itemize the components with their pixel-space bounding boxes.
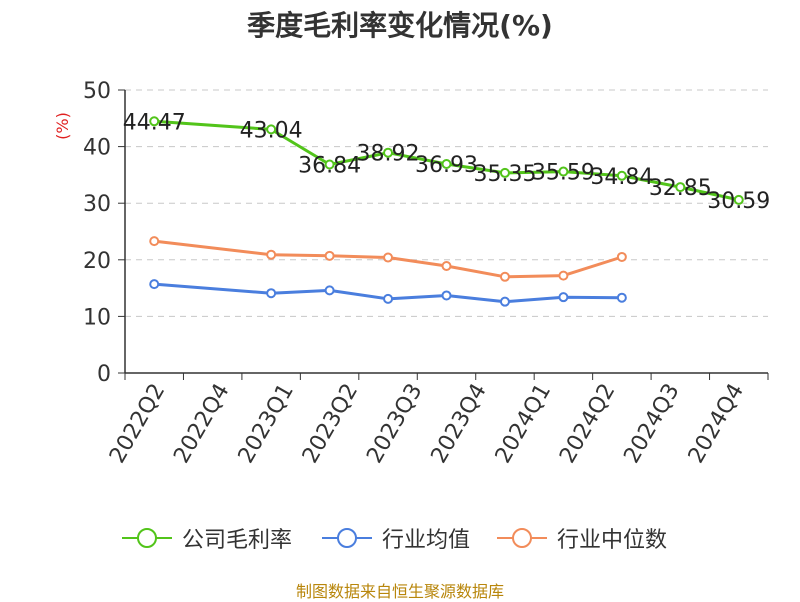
- data-point[interactable]: [558, 292, 569, 303]
- data-point[interactable]: [616, 251, 627, 262]
- data-point[interactable]: [383, 252, 394, 263]
- x-tick-label: 2022Q2: [105, 380, 170, 468]
- data-point[interactable]: [675, 182, 686, 193]
- series-line: [154, 119, 740, 202]
- x-tick-label: 2023Q1: [234, 380, 299, 468]
- x-tick-label: 2024Q3: [619, 380, 684, 468]
- data-point[interactable]: [616, 170, 627, 181]
- data-point[interactable]: [558, 270, 569, 281]
- y-tick-label: 40: [83, 136, 111, 161]
- series-line: [154, 282, 622, 304]
- data-point[interactable]: [441, 290, 452, 301]
- y-tick-label: 50: [83, 79, 111, 104]
- data-label: 35.35: [473, 162, 536, 187]
- data-point[interactable]: [441, 158, 452, 169]
- data-point[interactable]: [558, 166, 569, 177]
- label-layer: 44.47 43.04 36.8438.9236.9335.3535.5934.84…: [123, 110, 771, 214]
- data-point[interactable]: [383, 293, 394, 304]
- series-layer: [149, 116, 744, 307]
- x-tick-label: 2024Q2: [555, 380, 620, 468]
- data-point[interactable]: [324, 159, 335, 170]
- grid-layer: [125, 89, 768, 317]
- legend: 公司毛利率 行业均值 行业中位数: [0, 520, 800, 556]
- data-point[interactable]: [149, 116, 160, 127]
- data-point[interactable]: [441, 261, 452, 272]
- y-tick-label: 20: [83, 249, 111, 274]
- data-point[interactable]: [383, 147, 394, 158]
- chart-title: 季度毛利率变化情况(%): [247, 9, 553, 42]
- data-label: 44.47: [123, 110, 186, 135]
- y-tick-label: 0: [97, 362, 111, 387]
- legend-marker-industry-median: [497, 528, 547, 548]
- data-point[interactable]: [149, 279, 160, 290]
- data-point[interactable]: [499, 167, 510, 178]
- data-label: 43.04: [240, 118, 303, 143]
- data-point[interactable]: [616, 292, 627, 303]
- data-point[interactable]: [149, 236, 160, 247]
- x-tick-label: 2024Q4: [684, 380, 749, 468]
- axis-layer: 01020304050(%)2022Q22022Q42023Q12023Q220…: [53, 79, 769, 468]
- legend-item-company[interactable]: 公司毛利率: [122, 520, 292, 556]
- data-point[interactable]: [499, 296, 510, 307]
- legend-marker-industry-mean: [322, 528, 372, 548]
- data-label: 32.85: [649, 176, 712, 201]
- data-point[interactable]: [266, 288, 277, 299]
- data-point[interactable]: [499, 271, 510, 282]
- x-tick-label: 2023Q3: [362, 380, 427, 468]
- legend-item-industry-mean[interactable]: 行业均值: [322, 520, 470, 556]
- data-point[interactable]: [324, 250, 335, 261]
- legend-marker-company: [122, 528, 172, 548]
- y-tick-label: 30: [83, 192, 111, 217]
- x-tick-label: 2023Q2: [298, 380, 363, 468]
- data-label: 30.59: [707, 189, 770, 214]
- data-label: 36.93: [415, 153, 478, 178]
- legend-item-industry-median[interactable]: 行业中位数: [497, 520, 667, 556]
- data-point[interactable]: [266, 124, 277, 135]
- data-label: 38.92: [357, 142, 420, 167]
- data-label: 34.84: [590, 165, 653, 190]
- source-note: 制图数据来自恒生聚源数据库: [295, 582, 504, 601]
- x-tick-label: 2022Q4: [169, 380, 234, 468]
- x-tick-label: 2024Q1: [491, 380, 556, 468]
- legend-label-industry-median: 行业中位数: [557, 528, 668, 553]
- data-point[interactable]: [324, 285, 335, 296]
- series-line: [154, 239, 623, 279]
- legend-label-industry-mean: 行业均值: [382, 528, 471, 553]
- data-point[interactable]: [266, 249, 277, 260]
- data-point[interactable]: [733, 194, 744, 205]
- y-axis-label: (%): [53, 112, 72, 140]
- x-tick-label: 2023Q4: [427, 380, 492, 468]
- y-tick-label: 10: [83, 305, 111, 330]
- legend-label-company: 公司毛利率: [182, 528, 293, 553]
- data-label: 35.59: [532, 161, 595, 186]
- data-label: 36.84: [298, 153, 361, 178]
